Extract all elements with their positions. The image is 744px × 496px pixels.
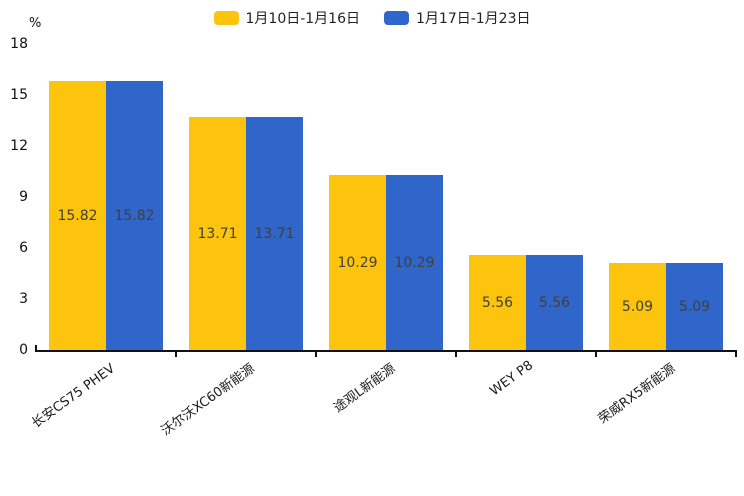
y-axis-unit-label: %: [29, 16, 42, 31]
bar-value-label: 15.82: [114, 207, 155, 224]
bar-series1-沃尔沃XC60新能源[interactable]: 13.71: [189, 117, 246, 350]
x-category-label-长安CS75 PHEV: 长安CS75 PHEV: [29, 361, 119, 432]
x-category-label-WEY P8: WEY P8: [487, 358, 536, 400]
y-tick-label-3: 3: [19, 291, 28, 307]
legend-swatch-week1-icon: [213, 11, 239, 25]
bar-series1-途观L新能源[interactable]: 10.29: [329, 175, 386, 350]
bar-series2-荣威RX5新能源[interactable]: 5.09: [666, 263, 723, 350]
bar-value-label: 13.71: [197, 225, 238, 242]
y-tick-label-0: 0: [19, 342, 28, 358]
x-axis-tick: [595, 352, 597, 357]
y-tick-label-6: 6: [19, 240, 28, 256]
x-axis-tick: [175, 352, 177, 357]
x-axis-left-tick: [35, 345, 37, 350]
x-axis-tick: [455, 352, 457, 357]
bar-value-label: 15.82: [57, 207, 98, 224]
bar-value-label: 5.56: [481, 294, 514, 311]
legend-swatch-week2-icon: [384, 11, 409, 25]
y-tick-label-18: 18: [10, 36, 28, 52]
bar-value-label: 10.29: [394, 254, 435, 271]
x-category-label-沃尔沃XC60新能源: 沃尔沃XC60新能源: [159, 361, 259, 439]
legend-label-week2: 1月17日-1月23日: [416, 11, 531, 27]
bar-value-label: 5.56: [538, 294, 571, 311]
bar-series2-长安CS75 PHEV[interactable]: 15.82: [106, 81, 163, 350]
legend-item-week1[interactable]: 1月10日-1月16日: [213, 8, 361, 28]
bar-series2-途观L新能源[interactable]: 10.29: [386, 175, 443, 350]
x-category-label-荣威RX5新能源: 荣威RX5新能源: [595, 361, 679, 427]
bar-series1-WEY P8[interactable]: 5.56: [469, 255, 526, 350]
bar-value-label: 10.29: [337, 254, 378, 271]
bar-series1-长安CS75 PHEV[interactable]: 15.82: [49, 81, 106, 350]
y-tick-label-15: 15: [10, 87, 28, 103]
legend-item-week2[interactable]: 1月17日-1月23日: [384, 8, 531, 28]
legend-label-week1: 1月10日-1月16日: [245, 11, 361, 27]
bar-series2-沃尔沃XC60新能源[interactable]: 13.71: [246, 117, 303, 350]
bar-value-label: 5.09: [678, 298, 711, 315]
x-axis-tick: [735, 352, 737, 357]
bar-series2-WEY P8[interactable]: 5.56: [526, 255, 583, 350]
y-tick-label-9: 9: [19, 189, 28, 205]
legend: 1月10日-1月16日 1月17日-1月23日: [0, 8, 744, 28]
y-tick-label-12: 12: [10, 138, 28, 154]
bar-series1-荣威RX5新能源[interactable]: 5.09: [609, 263, 666, 350]
x-category-label-途观L新能源: 途观L新能源: [330, 361, 399, 416]
bar-value-label: 5.09: [621, 298, 654, 315]
x-axis-line: [35, 350, 737, 352]
x-axis-tick: [315, 352, 317, 357]
bar-value-label: 13.71: [254, 225, 295, 242]
